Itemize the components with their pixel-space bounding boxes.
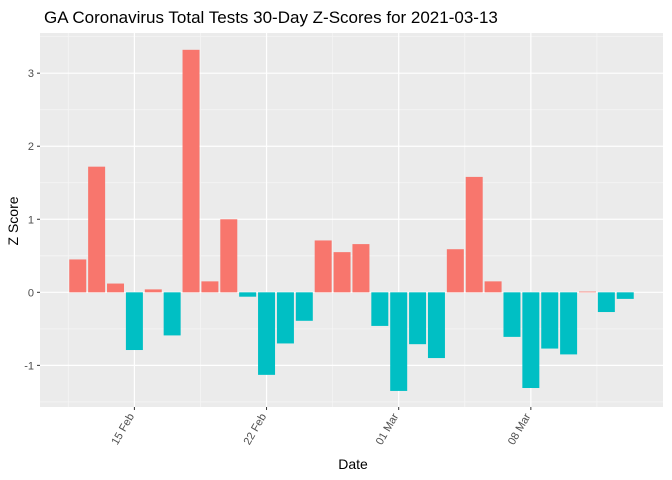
x-axis: 15 Feb 22 Feb 01 Mar 08 Mar <box>109 407 534 448</box>
bar <box>427 292 445 359</box>
bar <box>446 249 464 293</box>
y-tick-label: 0 <box>28 287 34 299</box>
bar <box>88 166 106 293</box>
bars <box>69 49 634 391</box>
bar <box>314 240 332 293</box>
bar <box>239 292 257 297</box>
bar <box>107 283 125 293</box>
bar <box>276 292 294 344</box>
bar <box>125 292 143 351</box>
bar <box>258 292 276 375</box>
bar <box>409 292 427 345</box>
bar <box>163 292 181 336</box>
bar <box>522 292 540 389</box>
y-tick-label: -1 <box>24 360 34 372</box>
bar <box>182 49 200 293</box>
bar <box>616 292 634 299</box>
x-tick-label: 15 Feb <box>109 412 137 448</box>
minor-gridlines <box>40 33 663 407</box>
bar <box>201 281 219 293</box>
bar <box>465 176 483 293</box>
bar <box>578 291 596 293</box>
bar <box>560 292 578 355</box>
bar <box>390 292 408 391</box>
x-tick-label: 22 Feb <box>242 412 270 448</box>
y-axis-title: Z Score <box>5 196 21 245</box>
bar <box>295 292 313 321</box>
x-axis-title: Date <box>338 456 368 472</box>
bar <box>371 292 389 326</box>
y-tick-label: 2 <box>28 141 34 153</box>
x-tick-label: 01 Mar <box>374 411 402 447</box>
bar <box>144 289 162 293</box>
bar <box>541 292 559 349</box>
y-axis: -1 0 1 2 3 <box>24 68 40 372</box>
plot-panel <box>40 33 663 407</box>
y-tick-label: 1 <box>28 214 34 226</box>
x-tick-label: 08 Mar <box>506 411 534 447</box>
bar <box>597 292 615 313</box>
chart-title: GA Coronavirus Total Tests 30-Day Z-Scor… <box>44 8 498 27</box>
bar <box>333 252 351 293</box>
bar <box>220 219 238 293</box>
bar <box>484 281 502 293</box>
bar <box>503 292 521 337</box>
bar <box>69 259 87 293</box>
y-tick-label: 3 <box>28 68 34 80</box>
bar <box>352 244 370 293</box>
